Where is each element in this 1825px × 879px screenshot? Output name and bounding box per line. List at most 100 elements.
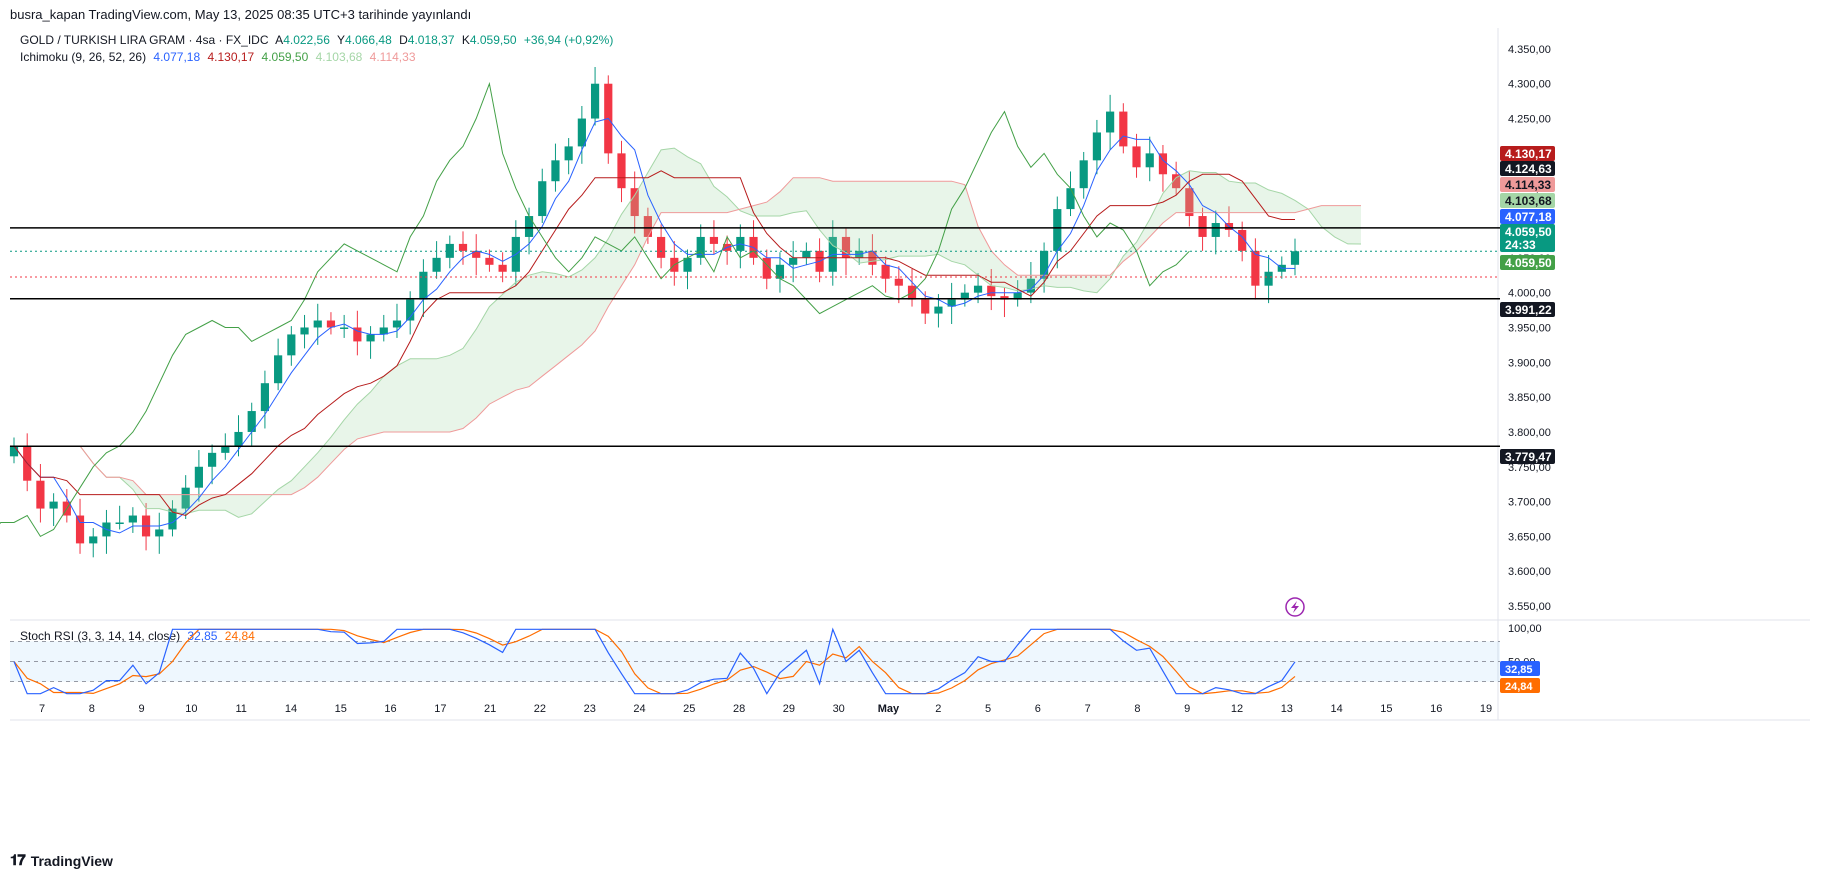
candle-body	[894, 278, 903, 286]
candle	[1119, 103, 1128, 154]
ichimoku-label[interactable]: Ichimoku (9, 26, 52, 26)	[20, 50, 147, 64]
x-tick-label: 29	[783, 703, 795, 715]
close-value: 4.059,50	[469, 33, 517, 47]
candle	[458, 231, 468, 265]
candle-body	[89, 536, 98, 544]
candle-body	[1026, 278, 1035, 293]
x-tick-label: 24	[633, 703, 645, 715]
candle	[485, 249, 494, 272]
tradingview-brand[interactable]: TradingView	[30, 852, 113, 869]
y-tick-label: 4.250,00	[1508, 114, 1551, 126]
candle	[1013, 280, 1022, 307]
candle	[1185, 171, 1194, 227]
candle-body	[274, 355, 283, 384]
candle	[696, 224, 705, 265]
candle	[1264, 255, 1273, 304]
y-tick-label: 4.350,00	[1508, 44, 1551, 56]
x-tick-label: 16	[384, 703, 396, 715]
stoch-label[interactable]: Stoch RSI (3, 3, 14, 14, close)	[20, 629, 181, 643]
x-tick-label: 2	[935, 703, 941, 715]
candle-body	[947, 299, 956, 307]
ichimoku-chikou-value: 4.059,50	[261, 50, 309, 64]
candle-body	[260, 383, 270, 412]
candle	[590, 67, 600, 126]
candle	[1132, 133, 1141, 178]
candle-body	[392, 320, 402, 328]
x-tick-label: 21	[484, 703, 496, 715]
price-tag: 4.114,33	[1500, 177, 1555, 192]
candle	[1251, 238, 1260, 300]
candle	[894, 266, 903, 304]
ichimoku-span-b-line	[79, 177, 1361, 496]
y-tick-label: 3.650,00	[1508, 531, 1551, 543]
candle-body	[326, 320, 336, 328]
candle-body	[657, 236, 666, 258]
price-tag-bg	[1500, 449, 1555, 464]
ichimoku-cloud	[80, 148, 1361, 518]
price-tag-label: 4.103,68	[1505, 194, 1552, 208]
x-tick-label: 9	[139, 703, 145, 715]
ichimoku-span-a-line	[79, 147, 1362, 518]
candle	[498, 252, 507, 283]
candle	[472, 234, 481, 276]
stoch-k-line	[13, 627, 1296, 695]
candle-body	[551, 160, 560, 182]
candle-body	[1145, 153, 1154, 168]
price-tag: 3.991,22	[1500, 302, 1555, 317]
y-tick-label: 3.700,00	[1508, 497, 1551, 509]
stoch-tag-label: 24,84	[1505, 681, 1533, 693]
candle	[260, 370, 270, 429]
candle	[1277, 256, 1286, 279]
candle-body	[643, 216, 652, 237]
ichimoku-span-b-value: 4.114,33	[369, 50, 416, 64]
candle-body	[709, 236, 719, 244]
candle	[617, 140, 626, 203]
price-tag: 4.077,18	[1500, 209, 1555, 224]
ichimoku-kijun-value: 4.130,17	[207, 50, 255, 64]
ichimoku-chikou-line	[0, 81, 1190, 538]
candle-body	[789, 257, 798, 265]
tradingview-logo-icon: 𝟏𝟕	[10, 852, 26, 869]
candle	[1290, 238, 1300, 276]
candle-body	[921, 299, 930, 314]
candle	[749, 220, 758, 265]
symbol-name[interactable]: GOLD / TURKISH LIRA GRAM · 4sa · FX_IDC	[20, 33, 269, 47]
candle	[1211, 210, 1220, 255]
price-tag-label: 4.059,50	[1505, 225, 1552, 239]
ichimoku-span-a-value: 4.103,68	[315, 50, 363, 64]
price-tag-bg	[1500, 255, 1555, 270]
candle-body	[973, 285, 983, 293]
candle-body	[802, 250, 811, 258]
candle	[987, 268, 996, 311]
candle-body	[630, 188, 639, 217]
candle	[921, 291, 930, 324]
x-tick-label: 16	[1430, 703, 1442, 715]
candle-body	[234, 431, 243, 446]
candle-body	[1092, 132, 1102, 161]
candle	[881, 256, 890, 293]
candle-body	[155, 529, 164, 537]
candle	[736, 224, 745, 269]
x-tick-label: 25	[683, 703, 695, 715]
x-tick-label: 17	[434, 703, 446, 715]
candle	[762, 249, 771, 290]
low-value: 4.018,37	[407, 33, 455, 47]
candle-body	[353, 327, 362, 342]
price-tag-bg	[1500, 177, 1555, 192]
candle-body	[1053, 209, 1062, 251]
candle-body	[1198, 216, 1207, 237]
candle-body	[406, 299, 415, 321]
stoch-tag-label: 32,85	[1505, 664, 1533, 676]
x-tick-label: 12	[1231, 703, 1243, 715]
candle-body	[36, 480, 45, 509]
candle	[432, 241, 441, 279]
x-tick-label: 22	[534, 703, 546, 715]
candle	[247, 402, 256, 446]
x-tick-label: 5	[985, 703, 991, 715]
price-tag-label: 4.114,33	[1505, 178, 1551, 192]
candle-body	[128, 515, 137, 523]
x-tick-label: 19	[1480, 703, 1492, 715]
candle-body	[524, 216, 534, 237]
